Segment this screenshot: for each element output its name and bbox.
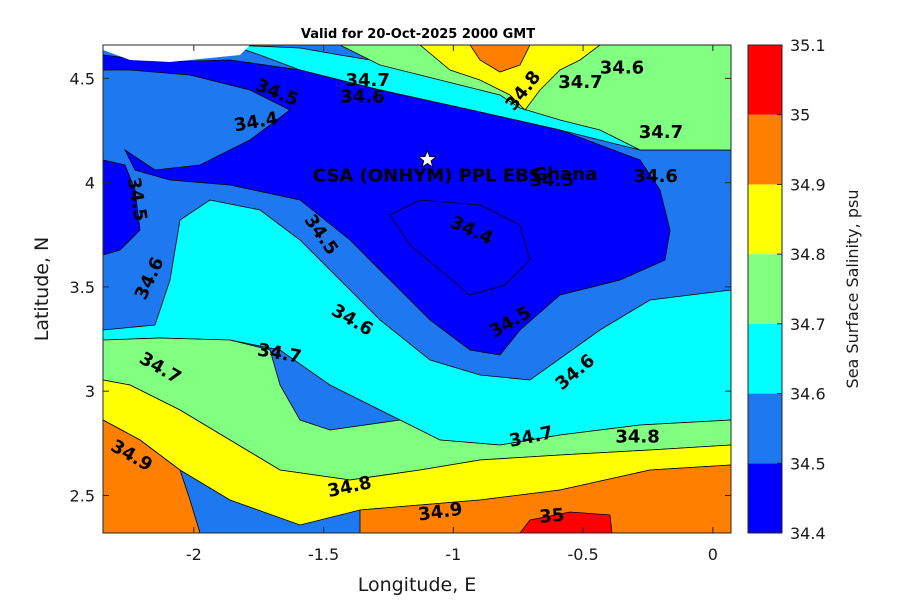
band-34-9-south	[359, 464, 731, 533]
colorbar-tick-label: 35	[790, 106, 810, 125]
colorbar-frame	[747, 44, 783, 534]
colorbar-segment	[748, 323, 782, 394]
y-tick-label: 2.5	[70, 486, 95, 505]
y-tick-label: 4	[85, 174, 95, 193]
y-axis-label: Latitude, N	[31, 237, 53, 342]
band-34-7-north	[339, 45, 731, 151]
y-tick-label: 3	[85, 382, 95, 401]
contour-label: 34.8	[615, 427, 659, 448]
x-axis-ticks: -2 -1.5 -1 -0.5 0	[186, 45, 718, 564]
band-34-8-region	[103, 379, 731, 526]
contour-label: 34.5	[530, 170, 574, 191]
band-34-4-west	[103, 159, 141, 256]
x-tick-label: -1	[445, 545, 461, 564]
site-label: CSA (ONHYM) PPL EBS	[313, 166, 542, 187]
place-label: Ghana	[533, 164, 598, 185]
x-tick-label: -2	[186, 545, 202, 564]
band-34-6-region	[103, 199, 731, 446]
no-data-region	[103, 45, 250, 62]
band-34-4-region	[103, 54, 671, 356]
band-34-4-inner	[389, 199, 531, 296]
band-34-9-north	[469, 45, 531, 73]
plot-frame	[102, 44, 732, 534]
contour-label: 34.7	[558, 72, 602, 93]
contour-plot-area: 34.734.5 34.634.434.8 34.734.634.734.634.5…	[103, 45, 731, 533]
y-tick-label: 3.5	[70, 278, 95, 297]
x-tick-label: 0	[708, 545, 718, 564]
band-34-9-region	[103, 419, 201, 533]
colorbar-segment	[748, 254, 782, 324]
contour-label: 34.6	[600, 57, 644, 78]
colorbar-tick-label: 34.9	[790, 175, 826, 194]
contour-label: 35	[539, 505, 566, 528]
y-axis-ticks: 2.5 3 3.5 4 4.5	[70, 69, 731, 505]
colorbar-tick-label: 34.5	[790, 454, 826, 473]
contour-label: 34.6	[340, 87, 384, 108]
colorbar-tick-label: 34.8	[790, 245, 826, 264]
y-tick-label: 4.5	[70, 69, 95, 88]
colorbar-tick-label: 35.1	[790, 36, 826, 55]
contour-label: 34.6	[634, 166, 678, 187]
contour-label: 34.7	[639, 122, 683, 143]
band-35-0-region	[519, 511, 613, 533]
band-34-8-north	[419, 45, 601, 111]
colorbar-segment	[748, 114, 782, 185]
colorbar-tick-label: 34.4	[790, 524, 826, 543]
colorbar-segment	[748, 184, 782, 255]
x-tick-label: -1.5	[308, 545, 339, 564]
contour-label: 34.7	[345, 70, 389, 91]
colorbar-tick-label: 34.6	[790, 385, 826, 404]
x-tick-label: -0.5	[567, 545, 598, 564]
colorbar-label: Sea Surface Salinity, psu	[843, 190, 862, 389]
colorbar-segment	[748, 393, 782, 464]
x-axis-label: Longitude, E	[358, 574, 477, 596]
colorbar-segment	[748, 45, 782, 115]
colorbar-segment	[748, 463, 782, 533]
colorbar-tick-label: 34.7	[790, 315, 826, 334]
site-star-icon	[417, 149, 437, 168]
chart-title: Valid for 20-Oct-2025 2000 GMT	[301, 27, 535, 42]
colorbar: 34.4 34.5 34.6 34.7 34.8 34.9 35 35.1	[747, 36, 826, 543]
